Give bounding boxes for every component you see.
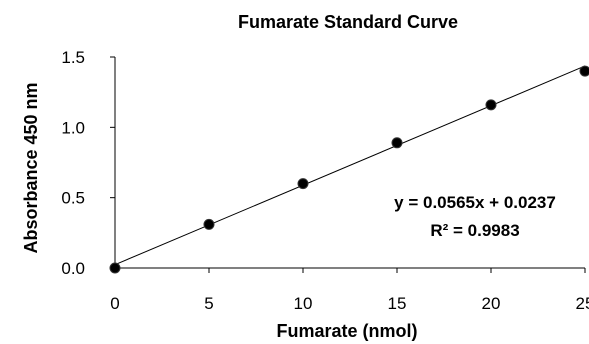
data-point bbox=[485, 99, 497, 111]
x-tick-label: 25 bbox=[576, 294, 589, 313]
x-tick-label: 15 bbox=[388, 294, 407, 313]
data-point bbox=[297, 178, 309, 190]
x-tick-label: 0 bbox=[110, 294, 119, 313]
x-tick-label: 5 bbox=[204, 294, 213, 313]
data-points bbox=[109, 65, 589, 274]
y-tick-label: 0.5 bbox=[61, 189, 85, 208]
chart-title: Fumarate Standard Curve bbox=[238, 12, 458, 32]
data-point bbox=[203, 218, 215, 230]
x-axis-title: Fumarate (nmol) bbox=[276, 321, 417, 341]
y-tick-label: 1.0 bbox=[61, 118, 85, 137]
trendline bbox=[114, 65, 586, 266]
x-tick-label: 20 bbox=[482, 294, 501, 313]
r-squared-annotation: R² = 0.9983 bbox=[430, 221, 519, 240]
y-ticks: 0.0 0.5 1.0 1.5 bbox=[61, 48, 115, 278]
y-tick-label: 0.0 bbox=[61, 259, 85, 278]
x-tick-label: 10 bbox=[294, 294, 313, 313]
x-ticks: 0 5 10 15 20 25 bbox=[110, 268, 589, 313]
equation-annotation: y = 0.0565x + 0.0237 bbox=[394, 193, 556, 212]
y-tick-label: 1.5 bbox=[61, 48, 85, 67]
data-point bbox=[579, 65, 589, 77]
axes bbox=[114, 57, 585, 269]
data-point bbox=[391, 137, 403, 149]
y-axis-title: Absorbance 450 nm bbox=[21, 82, 41, 253]
data-point bbox=[109, 262, 121, 274]
